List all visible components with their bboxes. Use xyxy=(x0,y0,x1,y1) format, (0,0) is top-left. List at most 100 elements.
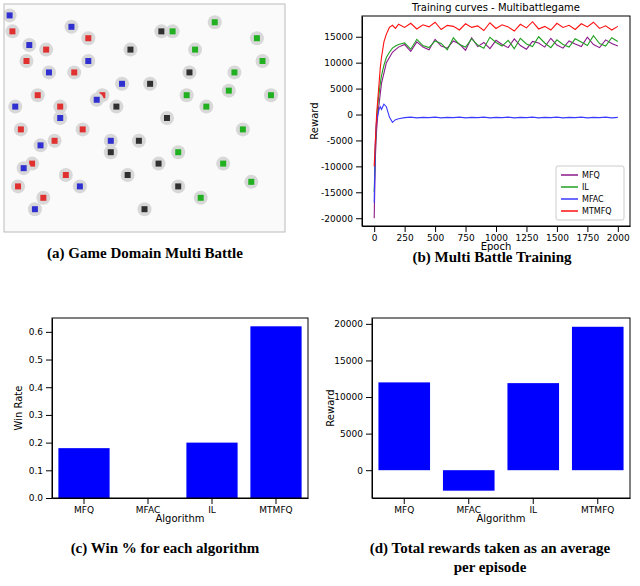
agent-halo xyxy=(14,122,28,136)
agent-halo xyxy=(104,145,118,159)
tick-label: IL xyxy=(208,505,216,515)
tick: 0 xyxy=(372,226,378,243)
tick-mark xyxy=(356,89,362,90)
tick: 0.3 xyxy=(29,410,52,420)
agent-halo xyxy=(76,122,90,136)
agent-halo xyxy=(28,202,42,216)
agent-halo xyxy=(264,88,278,102)
agent xyxy=(80,126,86,132)
tick-label: 0 xyxy=(357,466,363,476)
agent xyxy=(7,12,13,18)
tick-label: 2000 xyxy=(607,233,630,243)
axis-line xyxy=(372,319,373,499)
tick: 0.1 xyxy=(29,466,52,476)
agent-halo xyxy=(236,122,250,136)
tick-mark xyxy=(84,498,85,504)
agent xyxy=(108,149,114,155)
agent-halo xyxy=(4,8,17,22)
tick-label: 0.4 xyxy=(29,383,44,393)
tick-mark xyxy=(405,226,406,232)
agent-halo xyxy=(188,43,202,57)
tick-label: 20000 xyxy=(334,319,363,329)
tick-mark xyxy=(533,498,534,504)
bars xyxy=(58,326,301,498)
agent-halo xyxy=(222,84,236,98)
agent-halo xyxy=(227,65,241,79)
agent-halo xyxy=(208,15,222,29)
bar xyxy=(378,382,430,470)
agent-halo xyxy=(73,179,87,193)
tick-mark xyxy=(212,498,213,504)
agent xyxy=(192,47,198,53)
tick-mark xyxy=(356,37,362,38)
axis-line xyxy=(362,17,363,227)
legend-swatch xyxy=(561,210,578,212)
caption: (a) Game Domain Multi Battle xyxy=(47,245,243,262)
agent xyxy=(254,35,260,41)
tick: -10000 xyxy=(321,162,362,172)
figure-svg: (a) Game Domain Multi Battle025050075010… xyxy=(0,0,640,586)
tick-label: 0.1 xyxy=(29,466,43,476)
plot-frame xyxy=(52,318,308,498)
y-axis: -20000-15000-10000-5000050001000015000 xyxy=(321,17,362,227)
agent xyxy=(170,28,176,34)
agent xyxy=(127,47,133,53)
agent xyxy=(226,88,232,94)
legend-swatch xyxy=(561,174,578,176)
agent-halo xyxy=(152,157,166,171)
agent-halo xyxy=(109,100,123,114)
tick-mark xyxy=(276,498,277,504)
agent xyxy=(136,138,142,144)
tick-label: -20000 xyxy=(321,214,353,224)
bar xyxy=(572,327,624,470)
agent-halo xyxy=(194,191,208,205)
tick-label: 0.5 xyxy=(29,355,43,365)
tick: MTMFQ xyxy=(581,498,614,515)
tick: 0.5 xyxy=(29,355,52,365)
x-axis-title: Algorithm xyxy=(156,513,205,524)
agent xyxy=(260,58,266,64)
agent-halo xyxy=(39,43,53,57)
tick-label: IL xyxy=(529,505,537,515)
agent-halo xyxy=(154,24,168,38)
tick-label: 10000 xyxy=(334,392,363,402)
tick-label: MTMFQ xyxy=(581,505,614,515)
agent xyxy=(164,115,170,121)
axis-line xyxy=(373,498,631,499)
tick-mark xyxy=(366,324,372,325)
agent xyxy=(119,81,125,87)
agent-halo xyxy=(42,65,56,79)
tick: 0.0 xyxy=(29,493,52,503)
tick-mark xyxy=(46,470,52,471)
y-axis-title: Reward xyxy=(325,389,336,426)
tick-mark xyxy=(587,226,588,232)
tick: -20000 xyxy=(321,214,362,224)
agent-halo xyxy=(81,31,95,45)
agent xyxy=(212,19,218,25)
tick-label: 1250 xyxy=(516,233,539,243)
tick: 0.4 xyxy=(29,383,52,393)
caption: (d) Total rewards taken as an average xyxy=(370,540,611,557)
tick-label: MFQ xyxy=(394,505,414,515)
axis-line xyxy=(53,498,309,499)
series-line xyxy=(374,37,618,218)
agent xyxy=(175,149,181,155)
agent-halo xyxy=(5,24,19,38)
tick: 1500 xyxy=(546,226,569,243)
agent-halo xyxy=(34,138,48,152)
tick: IL xyxy=(529,498,537,515)
bar xyxy=(58,448,109,498)
tick: -5000 xyxy=(327,136,362,146)
agent xyxy=(21,165,27,171)
tick-label: 15000 xyxy=(324,32,353,42)
agent xyxy=(43,47,49,53)
figure: (a) Game Domain Multi Battle025050075010… xyxy=(0,0,640,586)
tick: 15000 xyxy=(334,356,372,366)
agent-halo xyxy=(250,31,264,45)
agent-halo xyxy=(180,88,194,102)
tick-label: 0 xyxy=(347,110,353,120)
tick: 20000 xyxy=(334,319,372,329)
tick-label: 0.2 xyxy=(29,438,43,448)
image-background xyxy=(4,4,285,232)
agent xyxy=(94,97,100,103)
